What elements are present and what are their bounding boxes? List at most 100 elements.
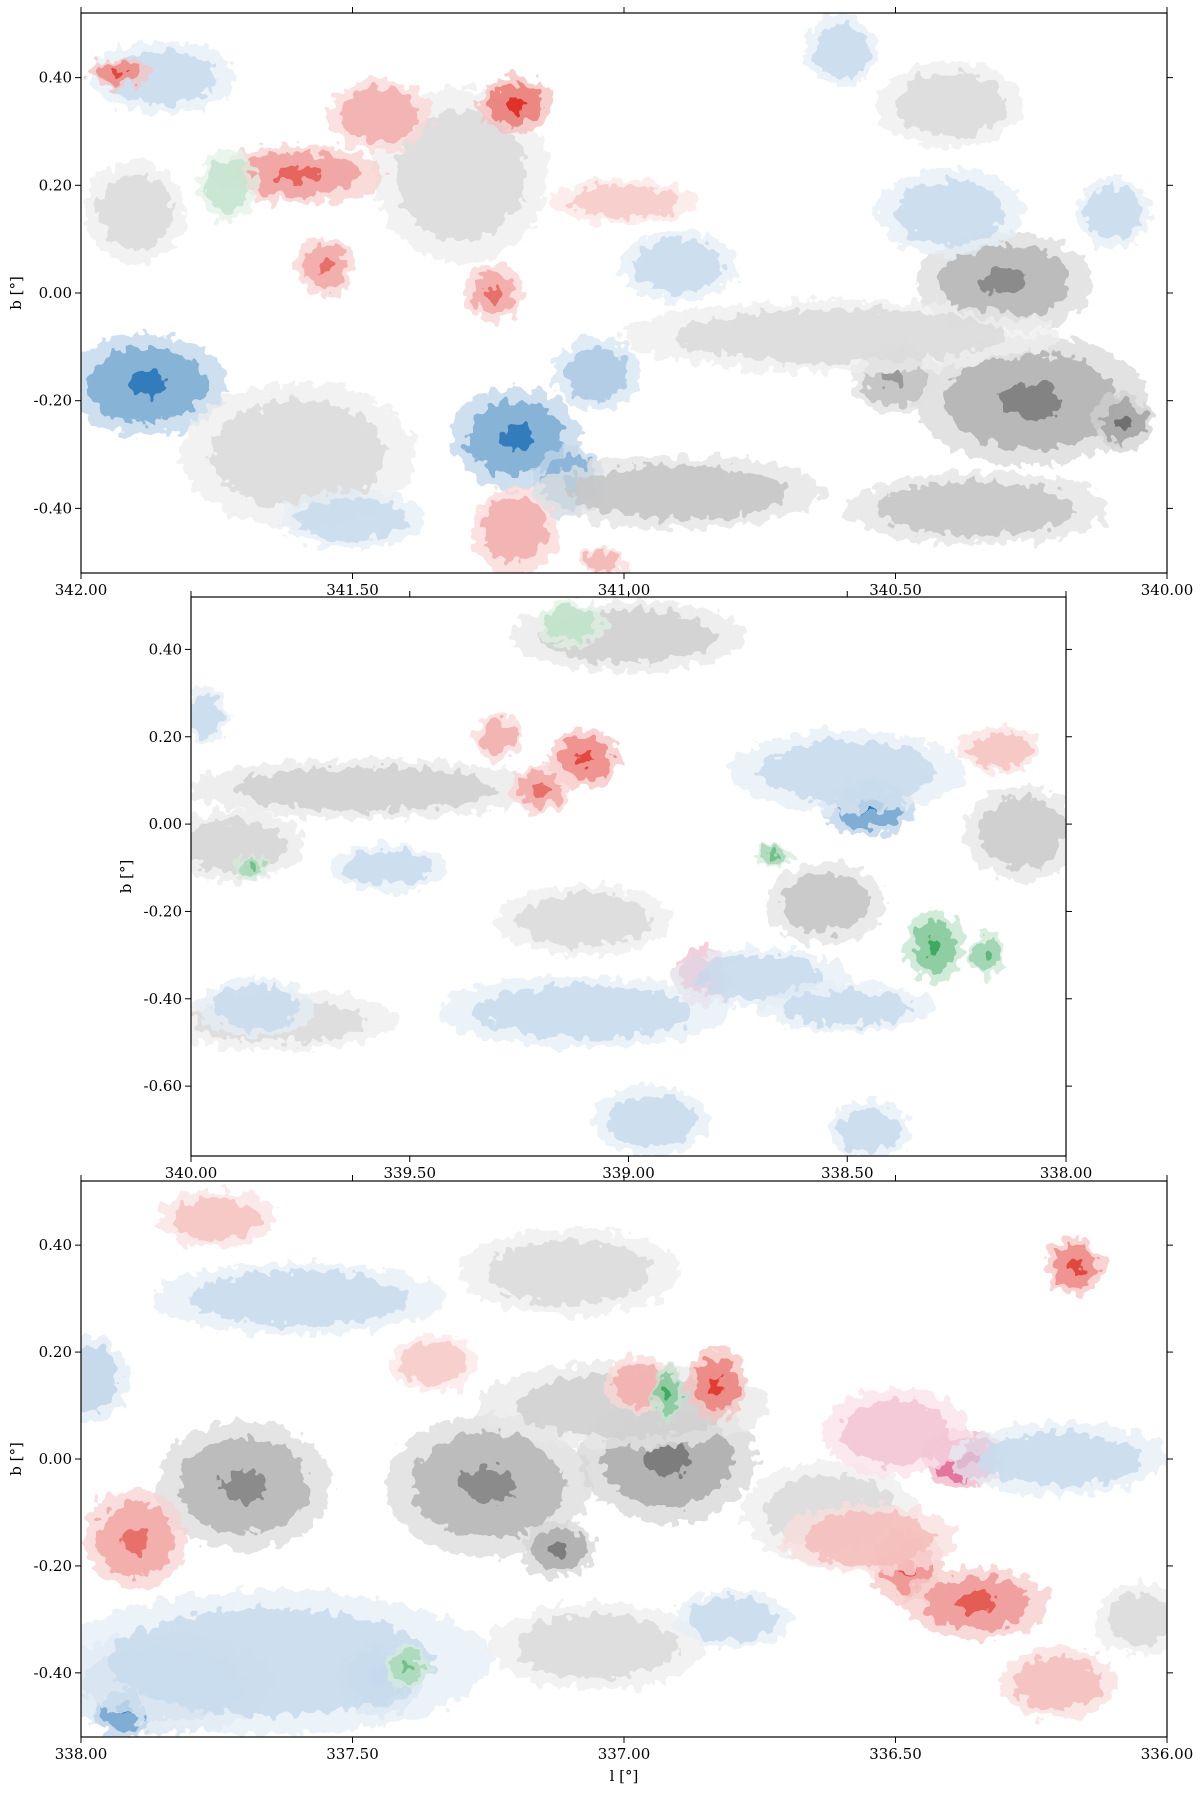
emission-clump-red-core — [708, 1374, 724, 1394]
emission-clump-gray — [978, 797, 1066, 868]
panel-1: 342.00 341.50 341.00 340.50 340.00 0.40 0.20 0.… — [7, 7, 1193, 599]
emission-clump-blue — [191, 693, 222, 737]
emission-clump-gray-core — [1115, 414, 1132, 430]
emission-clump-green-core — [247, 863, 257, 872]
emission-clump-red — [1014, 1656, 1102, 1711]
y-tick-label: 0.40 — [149, 640, 182, 658]
emission-clump-gray-core — [1000, 383, 1062, 418]
panel-2-plot-area — [191, 599, 1066, 1156]
y-axis-label: b [°] — [117, 860, 135, 894]
emission-clump-red — [479, 719, 515, 755]
emission-clump-red — [482, 497, 548, 563]
emission-clump-green-core — [768, 850, 778, 859]
x-tick-label: 340.00 — [165, 1164, 218, 1182]
y-tick-label: -0.40 — [144, 990, 182, 1008]
x-tick-label: 337.50 — [326, 1745, 379, 1763]
emission-clump-red-core — [111, 68, 127, 77]
emission-clump-purple — [841, 1400, 950, 1465]
emission-clump-gray — [569, 465, 787, 520]
y-tick-label: -0.20 — [34, 392, 72, 410]
panel-1-axes: 342.00 341.50 341.00 340.50 340.00 0.40 0.20 0.… — [7, 7, 1193, 599]
x-tick-label: 338.00 — [1040, 1164, 1093, 1182]
panel-3-plot-area — [81, 1189, 1167, 1737]
x-tick-label: 339.00 — [602, 1164, 655, 1182]
x-tick-label: 342.00 — [55, 581, 108, 599]
emission-clump-gray — [234, 767, 498, 811]
emission-clump-gray — [191, 819, 288, 873]
emission-clump-gray-core — [549, 1542, 569, 1558]
emission-clump-red — [969, 732, 1031, 768]
x-tick-label: 336.50 — [869, 1745, 922, 1763]
emission-clump-red-core — [317, 258, 333, 274]
x-axis-label: l [°] — [610, 1767, 639, 1785]
emission-clump-blue — [781, 990, 913, 1025]
y-tick-label: 0.00 — [39, 284, 72, 302]
y-tick-label: -0.60 — [144, 1077, 182, 1095]
x-tick-label: 338.50 — [821, 1164, 874, 1182]
y-tick-label: 0.20 — [149, 728, 182, 746]
emission-clump-blue-core — [498, 425, 533, 452]
x-tick-label: 340.50 — [869, 581, 922, 599]
emission-clump-gray-core — [981, 269, 1027, 296]
y-tick-label: 0.00 — [149, 815, 182, 833]
y-tick-label: 0.20 — [39, 1343, 72, 1361]
emission-clump-gray-core — [461, 1467, 515, 1505]
y-axis-label: b [°] — [7, 276, 25, 310]
emission-clump-blue — [564, 346, 630, 401]
emission-clump-green — [545, 605, 598, 641]
x-tick-label: 339.50 — [384, 1164, 437, 1182]
emission-clump-red — [803, 1512, 934, 1566]
y-tick-label: -0.20 — [144, 902, 182, 920]
emission-clump-blue — [838, 1107, 900, 1152]
emission-clump-gray — [519, 893, 651, 947]
emission-clump-blue-core — [125, 371, 168, 398]
emission-clump-red — [341, 88, 418, 143]
emission-clump-gray-core — [221, 1468, 267, 1503]
emission-clump-blue — [759, 741, 935, 803]
emission-clump-blue — [606, 1094, 695, 1148]
panel-2: 340.00 339.50 339.00 338.50 338.00 0.40 0.20 0.… — [117, 591, 1092, 1182]
emission-clump-blue — [694, 955, 826, 999]
emission-clump-green-core — [401, 1661, 413, 1674]
x-tick-label: 340.00 — [1141, 581, 1194, 599]
y-tick-label: -0.40 — [34, 1664, 72, 1682]
emission-clump-blue — [298, 497, 407, 541]
emission-clump-gray — [97, 174, 174, 250]
emission-clump-red-core — [121, 1526, 149, 1553]
emission-clump-gray-core — [884, 369, 907, 389]
x-tick-label: 341.00 — [598, 581, 651, 599]
panel-2-frame — [190, 596, 1067, 1157]
emission-clump-gray — [1107, 1592, 1167, 1647]
emission-clump-blue — [81, 1346, 120, 1411]
emission-clump-green-core — [663, 1387, 672, 1403]
emission-clump-blue — [475, 985, 695, 1039]
emission-clump-red-core — [1067, 1259, 1083, 1275]
panel-3: 338.00 337.50 337.00 336.50 336.00 0.40 0.20 0.… — [7, 1175, 1193, 1785]
emission-clump-gray — [781, 872, 870, 934]
emission-clump-blue — [976, 1432, 1140, 1486]
emission-clump-gray — [211, 400, 386, 509]
emission-clump-blue — [1085, 185, 1140, 240]
emission-clump-red — [173, 1197, 261, 1240]
emission-clump-green — [205, 158, 250, 213]
emission-clump-red — [585, 551, 619, 573]
emission-clump-blue — [814, 23, 869, 78]
emission-clump-red-core — [957, 1593, 996, 1613]
emission-clump-gray — [895, 72, 1005, 137]
emission-clump-red-core — [486, 285, 502, 301]
x-tick-label: 336.00 — [1141, 1745, 1194, 1763]
x-tick-label: 337.00 — [598, 1745, 651, 1763]
emission-clump-gray — [395, 109, 527, 240]
emission-clump-green-core — [927, 937, 943, 956]
x-tick-label: 341.50 — [326, 581, 379, 599]
emission-clump-gray — [515, 1614, 679, 1679]
x-tick-label: 338.00 — [55, 1745, 108, 1763]
y-tick-label: 0.20 — [39, 176, 72, 194]
emission-clump-blue — [212, 985, 301, 1030]
emission-clump-red-core — [533, 783, 549, 796]
y-tick-label: 0.00 — [39, 1450, 72, 1468]
emission-clump-red — [569, 185, 679, 218]
emission-clump-blue — [895, 179, 1005, 245]
emission-clump-gray — [488, 1239, 652, 1304]
